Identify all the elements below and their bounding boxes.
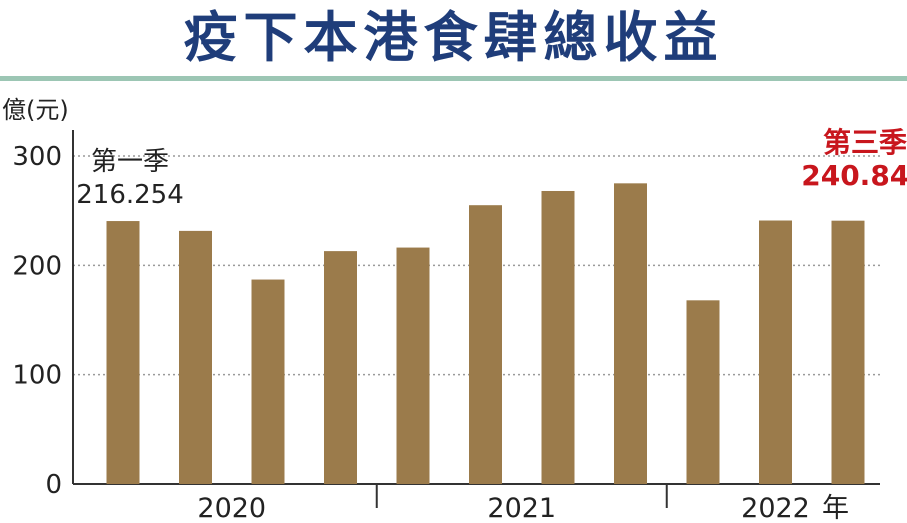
year-label: 2022 — [741, 493, 810, 523]
year-separators — [375, 484, 668, 508]
annotation-q3-2022: 240.842 — [801, 159, 907, 192]
bar — [106, 221, 140, 484]
bar — [179, 230, 212, 484]
annotation-q1-2021: 第一季 — [91, 147, 169, 177]
bar — [251, 279, 285, 484]
y-tick-label: 100 — [12, 361, 62, 391]
bar — [541, 190, 575, 484]
bar — [614, 183, 647, 485]
bar — [831, 220, 865, 484]
y-tick-label: 200 — [12, 251, 62, 281]
y-tick-label: 300 — [12, 142, 62, 172]
annotation-q3-2022: 第三季 — [823, 126, 907, 159]
y-axis-label: 億(元) — [2, 96, 69, 124]
year-labels: 2020 2021 2022 — [197, 493, 809, 523]
y-tick-labels: 0 100 200 300 — [12, 142, 62, 500]
chart-title: 疫下本港食肆總收益 — [183, 5, 724, 69]
bar — [324, 251, 357, 484]
title-divider — [0, 76, 907, 81]
bar — [469, 205, 502, 484]
bar — [396, 247, 430, 484]
bar — [686, 300, 720, 484]
year-label: 2020 — [197, 493, 266, 523]
y-tick-label: 0 — [45, 470, 62, 500]
annotation-q1-2021: 216.254 — [76, 180, 184, 210]
x-axis-unit-label: 年 — [822, 493, 849, 523]
year-label: 2021 — [487, 493, 556, 523]
bars — [106, 183, 865, 485]
bar — [759, 220, 792, 485]
